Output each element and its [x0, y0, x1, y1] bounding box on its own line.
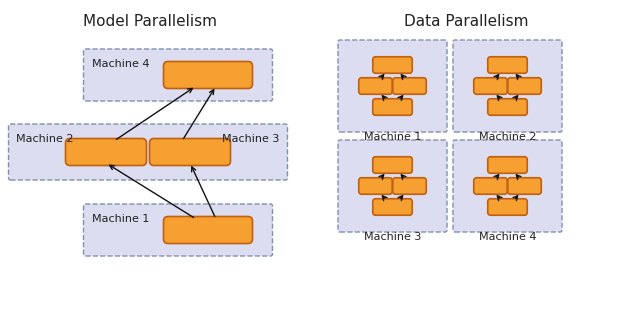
FancyBboxPatch shape [487, 57, 527, 73]
FancyBboxPatch shape [373, 157, 412, 173]
FancyBboxPatch shape [373, 57, 412, 73]
Text: Machine 4: Machine 4 [91, 59, 149, 69]
FancyBboxPatch shape [487, 99, 527, 115]
FancyBboxPatch shape [163, 62, 253, 89]
FancyBboxPatch shape [83, 49, 273, 101]
Text: Machine 3: Machine 3 [364, 232, 421, 242]
FancyBboxPatch shape [453, 140, 562, 232]
Text: Machine 2: Machine 2 [17, 134, 74, 144]
FancyBboxPatch shape [163, 216, 253, 243]
FancyBboxPatch shape [487, 199, 527, 215]
FancyBboxPatch shape [487, 157, 527, 173]
FancyBboxPatch shape [474, 78, 507, 94]
Text: Machine 2: Machine 2 [479, 132, 537, 142]
FancyBboxPatch shape [453, 40, 562, 132]
FancyBboxPatch shape [83, 204, 273, 256]
FancyBboxPatch shape [474, 178, 507, 194]
Text: Machine 4: Machine 4 [479, 232, 537, 242]
FancyBboxPatch shape [65, 138, 147, 165]
FancyBboxPatch shape [9, 124, 288, 180]
FancyBboxPatch shape [373, 199, 412, 215]
FancyBboxPatch shape [392, 178, 426, 194]
Text: Machine 1: Machine 1 [91, 214, 149, 224]
FancyBboxPatch shape [338, 140, 447, 232]
Text: Machine 1: Machine 1 [364, 132, 421, 142]
FancyBboxPatch shape [359, 178, 392, 194]
FancyBboxPatch shape [150, 138, 230, 165]
FancyBboxPatch shape [392, 78, 426, 94]
FancyBboxPatch shape [359, 78, 392, 94]
FancyBboxPatch shape [373, 99, 412, 115]
Text: Model Parallelism: Model Parallelism [83, 14, 217, 29]
FancyBboxPatch shape [508, 178, 542, 194]
Text: Machine 3: Machine 3 [222, 134, 279, 144]
Text: Data Parallelism: Data Parallelism [404, 14, 528, 29]
FancyBboxPatch shape [338, 40, 447, 132]
FancyBboxPatch shape [508, 78, 542, 94]
